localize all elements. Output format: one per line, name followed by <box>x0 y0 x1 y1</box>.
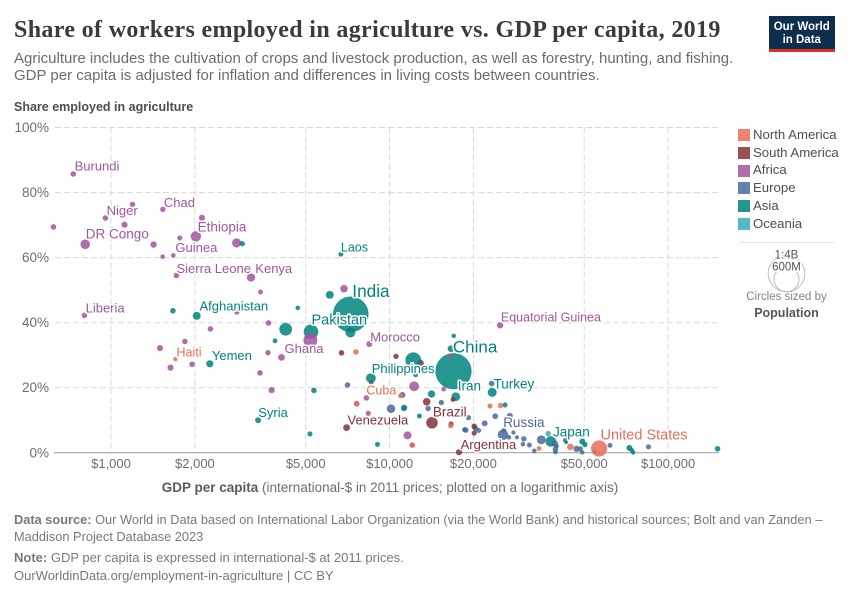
svg-text:Kenya: Kenya <box>255 261 293 276</box>
svg-text:Cuba: Cuba <box>366 383 396 397</box>
svg-text:Yemen: Yemen <box>212 348 252 363</box>
svg-text:Brazil: Brazil <box>433 404 467 419</box>
svg-text:Equatorial Guinea: Equatorial Guinea <box>501 311 601 325</box>
svg-text:Venezuela: Venezuela <box>348 412 409 427</box>
svg-text:600M: 600M <box>772 262 801 274</box>
svg-text:$2,000: $2,000 <box>175 456 215 471</box>
svg-text:Iran: Iran <box>458 379 481 394</box>
svg-text:Burundi: Burundi <box>75 159 120 174</box>
svg-text:GDP per capita (international-: GDP per capita (international-$ in 2011 … <box>162 480 619 495</box>
svg-text:Guinea: Guinea <box>175 240 218 255</box>
svg-text:40%: 40% <box>22 315 49 330</box>
svg-text:Niger: Niger <box>107 203 139 218</box>
svg-text:100%: 100% <box>14 120 49 135</box>
svg-text:Morocco: Morocco <box>370 329 420 344</box>
svg-text:DR Congo: DR Congo <box>86 227 149 242</box>
svg-text:China: China <box>453 338 498 357</box>
svg-text:Chad: Chad <box>164 195 195 210</box>
svg-text:$1,000: $1,000 <box>91 456 131 471</box>
svg-text:Haiti: Haiti <box>177 345 202 359</box>
svg-text:$50,000: $50,000 <box>561 456 608 471</box>
svg-text:$5,000: $5,000 <box>286 456 326 471</box>
svg-text:20%: 20% <box>22 380 49 395</box>
svg-text:India: India <box>352 281 390 301</box>
svg-text:Afghanistan: Afghanistan <box>200 299 269 314</box>
svg-text:Philippines: Philippines <box>372 361 435 376</box>
svg-text:Pakistan: Pakistan <box>312 313 368 329</box>
svg-text:$100,000: $100,000 <box>641 456 695 471</box>
svg-text:Sierra Leone: Sierra Leone <box>177 261 251 276</box>
svg-text:Laos: Laos <box>341 241 368 255</box>
svg-text:Ghana: Ghana <box>285 341 325 356</box>
svg-text:Liberia: Liberia <box>86 300 126 315</box>
svg-text:1:4B: 1:4B <box>775 250 799 262</box>
svg-text:Ethiopia: Ethiopia <box>198 219 247 234</box>
svg-text:Japan: Japan <box>553 425 590 440</box>
svg-text:80%: 80% <box>22 185 49 200</box>
svg-text:Russia: Russia <box>503 415 545 430</box>
svg-text:Argentina: Argentina <box>461 437 517 452</box>
svg-text:Turkey: Turkey <box>494 376 535 391</box>
svg-text:Syria: Syria <box>258 405 288 420</box>
svg-text:60%: 60% <box>22 250 49 265</box>
svg-text:0%: 0% <box>29 445 49 460</box>
svg-text:$20,000: $20,000 <box>450 456 497 471</box>
svg-text:$10,000: $10,000 <box>366 456 413 471</box>
svg-text:United States: United States <box>601 428 688 444</box>
